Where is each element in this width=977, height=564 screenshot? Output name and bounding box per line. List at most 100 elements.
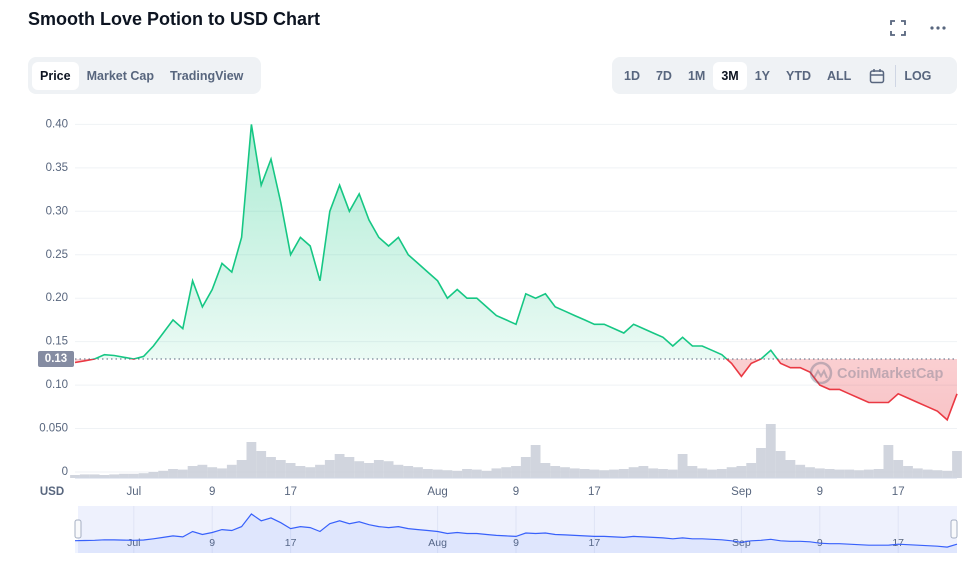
- tab-button[interactable]: Price: [32, 61, 79, 90]
- volume-bar: [736, 466, 747, 478]
- volume-bar: [266, 457, 276, 478]
- volume-bar: [481, 470, 492, 478]
- volume-bar: [726, 467, 737, 478]
- volume-bar: [618, 469, 629, 478]
- volume-bar: [560, 467, 570, 478]
- volume-bar: [599, 470, 610, 478]
- volume-bar: [667, 469, 678, 478]
- navigator-bg: [78, 506, 957, 553]
- volume-bar: [344, 457, 355, 478]
- fullscreen-icon[interactable]: [888, 18, 908, 38]
- volume-bar: [138, 473, 149, 478]
- navigator-tick-label: 17: [892, 537, 904, 549]
- volume-bar: [462, 469, 472, 478]
- volume-bar: [707, 469, 717, 478]
- more-icon[interactable]: [928, 18, 948, 38]
- tab-button[interactable]: 1M: [687, 68, 706, 83]
- volume-bar: [648, 468, 659, 478]
- watermark-logo-wave: [813, 368, 828, 379]
- y-tick-label: 0.15: [46, 336, 68, 348]
- watermark-text: CoinMarketCap: [837, 366, 943, 382]
- x-tick-label: Jul: [126, 486, 141, 498]
- volume-bar: [795, 464, 806, 478]
- tab-button[interactable]: YTD: [786, 68, 812, 83]
- volume-bar: [393, 464, 404, 478]
- calendar-icon: [870, 68, 885, 83]
- volume-bar: [177, 469, 188, 478]
- tab-button[interactable]: Market Cap: [86, 68, 154, 83]
- tab-button[interactable]: 3M: [713, 61, 747, 90]
- volume-bar: [834, 469, 845, 478]
- volume-bar: [315, 464, 325, 478]
- x-tick-label: 9: [817, 486, 823, 498]
- y-tick-label: 0.10: [46, 379, 68, 391]
- volume-bar: [520, 457, 531, 478]
- tab-button[interactable]: 1Y: [754, 68, 771, 83]
- price-area-down: [75, 359, 957, 420]
- volume-bar: [932, 470, 943, 478]
- chart-title: Smooth Love Potion to USD Chart: [28, 9, 320, 29]
- navigator-tick-label: 9: [209, 537, 215, 549]
- x-tick-label: 17: [892, 486, 905, 498]
- volume-bar: [922, 469, 933, 478]
- volume-bar: [756, 448, 766, 478]
- navigator-handle[interactable]: [950, 519, 958, 539]
- volume-bar: [903, 466, 913, 478]
- range-group: 1D 7D 1M 3M 1Y YTD ALL LOG: [612, 57, 957, 94]
- volume-bar: [530, 445, 541, 478]
- volume-bar: [413, 467, 423, 478]
- navigator-tick-label: 17: [285, 537, 297, 549]
- calendar-button[interactable]: [859, 64, 897, 87]
- volume-bar: [246, 442, 257, 478]
- volume-bar: [677, 454, 688, 478]
- volume-bar: [775, 451, 786, 478]
- volume-bar: [373, 460, 384, 478]
- x-tick-label: 17: [284, 486, 297, 498]
- volume-bar: [432, 469, 443, 478]
- volume-bar: [550, 466, 561, 478]
- tab-button[interactable]: TradingView: [169, 68, 244, 83]
- volume-bar: [511, 466, 521, 478]
- volume-bar: [168, 469, 178, 478]
- volume-bar: [844, 469, 855, 478]
- navigator-handle[interactable]: [74, 519, 82, 539]
- volume-bar: [217, 468, 227, 478]
- tab-button[interactable]: 1D: [624, 68, 640, 83]
- volume-bar: [687, 466, 698, 478]
- watermark: CoinMarketCap: [809, 361, 943, 385]
- volume-bar: [912, 468, 923, 478]
- navigator-tick-label: 9: [513, 537, 519, 549]
- volume-bar: [285, 463, 296, 478]
- volume-bar: [609, 469, 619, 478]
- volume-bar: [569, 468, 580, 478]
- volume-bar: [814, 468, 825, 478]
- volume-bar: [364, 463, 374, 478]
- y-tick-label: 0.25: [46, 249, 68, 261]
- volume-bar: [79, 474, 90, 478]
- volume-bar: [697, 468, 708, 478]
- y-tick-label: 0.20: [46, 292, 68, 304]
- volume-bar: [324, 460, 335, 478]
- baseline-label: 0.13: [45, 353, 67, 365]
- volume-bar: [334, 454, 345, 478]
- navigator-tick-label: 9: [817, 537, 823, 549]
- volume-bar: [256, 451, 267, 478]
- y-tick-label: 0.30: [46, 205, 68, 217]
- y-tick-label: 0.35: [46, 162, 68, 174]
- volume-bar: [89, 474, 100, 478]
- volume-bar: [873, 469, 884, 478]
- volume-bar: [305, 467, 316, 478]
- x-tick-label: 9: [513, 486, 519, 498]
- tab-button[interactable]: ALL: [827, 68, 852, 83]
- volume-bar: [638, 466, 649, 478]
- navigator-line: [74, 513, 958, 548]
- volume-bar: [628, 467, 639, 478]
- volume-bar: [187, 466, 198, 478]
- volume-bar: [119, 473, 129, 478]
- volume-bar: [491, 468, 502, 478]
- tab-button[interactable]: LOG: [904, 68, 932, 83]
- volume-bar: [207, 467, 218, 478]
- tab-button[interactable]: 7D: [655, 68, 672, 83]
- navigator-tick-label: Jul: [127, 537, 140, 549]
- volume-bar: [893, 460, 904, 478]
